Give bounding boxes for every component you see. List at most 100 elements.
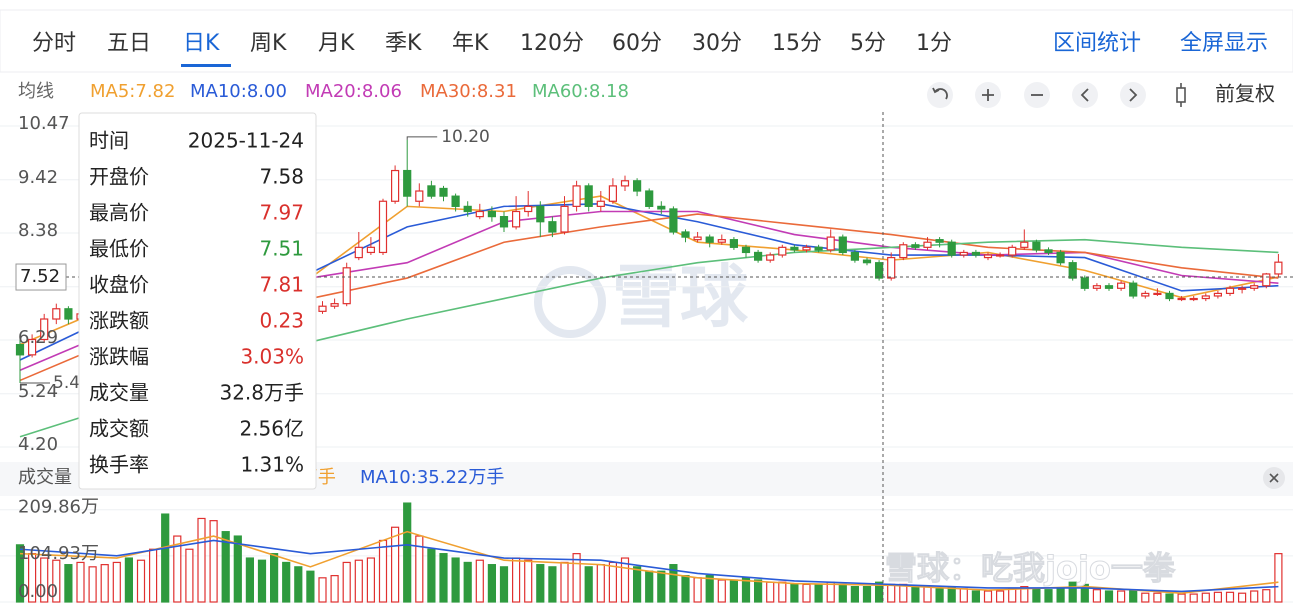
ma-legend: MA5:7.82 [90, 81, 175, 102]
candle-icon[interactable] [1176, 87, 1186, 103]
candle-body [874, 262, 884, 279]
tool-icon [932, 87, 948, 100]
candle-body [487, 210, 496, 218]
candle-body [766, 254, 775, 261]
ma-legend-label: 均线 [18, 81, 54, 102]
volume-bar [136, 559, 146, 603]
candle-body [862, 259, 872, 264]
volume-bar [378, 539, 388, 603]
volume-bar [511, 557, 521, 603]
candle-body [511, 210, 521, 228]
volume-bar [318, 577, 327, 603]
volume-bar [983, 590, 993, 603]
credit: 雪球：吃我jojo一拳 [885, 549, 1176, 587]
tooltip-label: 涨跌额 [89, 309, 149, 333]
tab[interactable]: 月K [318, 31, 355, 56]
candle-body [669, 208, 678, 233]
y-tick-label: 9.42 [18, 167, 58, 188]
tab[interactable]: 30分 [692, 31, 742, 56]
volume-bar [1262, 589, 1271, 603]
tab[interactable]: 60分 [612, 31, 662, 56]
volume-bar [1201, 592, 1210, 603]
tool-button[interactable] [1072, 82, 1098, 108]
volume-bar [173, 535, 182, 603]
tab[interactable]: 15分 [772, 31, 822, 56]
volume-bar [1032, 588, 1041, 603]
volume-bar [463, 561, 472, 603]
tab[interactable]: 120分 [520, 31, 584, 56]
volume-tick-label: 0.00 [18, 581, 58, 602]
volume-bar [802, 583, 811, 603]
volume-bar [971, 590, 981, 603]
tooltip-label: 成交额 [89, 417, 149, 441]
ma-legend: MA30:8.31 [420, 81, 517, 102]
candle-body [1032, 241, 1041, 251]
tab[interactable]: 五日 [107, 31, 151, 56]
candle-body [935, 239, 944, 243]
volume-bar [1044, 589, 1053, 603]
action-link[interactable]: 全屏显示 [1180, 31, 1268, 56]
volume-bar [923, 586, 932, 603]
volume-bar [403, 502, 412, 603]
volume-bar [572, 553, 581, 603]
candle-body [850, 251, 860, 261]
tab[interactable]: 分时 [32, 31, 76, 56]
candle-body [1165, 292, 1174, 300]
candle-body [887, 256, 896, 279]
volume-bar [282, 561, 291, 603]
action-link[interactable]: 区间统计 [1053, 31, 1141, 56]
candle-body [40, 318, 49, 341]
candle-body [947, 241, 956, 256]
candle-body [1213, 292, 1223, 297]
candle-body [52, 308, 61, 320]
candle-body [1225, 287, 1235, 295]
candle-body [1274, 261, 1283, 275]
ma-legend: MA10:8.00 [190, 81, 287, 102]
candle-body [693, 236, 702, 241]
candle-body [1044, 249, 1053, 254]
volume-bar [342, 561, 351, 603]
volume-bar [911, 586, 920, 603]
candle-body [463, 205, 472, 213]
volume-bar [935, 588, 944, 603]
candle-body [826, 236, 835, 251]
candle-body [403, 169, 412, 197]
y-tick-label: 10.47 [18, 113, 70, 134]
tab[interactable]: 1分 [916, 31, 952, 56]
volume-bar [391, 526, 400, 603]
volume-bar [1165, 593, 1174, 603]
volume-bar [1080, 583, 1089, 603]
candle-body [814, 246, 823, 251]
volume-bar [1213, 591, 1223, 603]
volume-bar [294, 566, 303, 603]
candle-body [378, 200, 388, 254]
candle-body [1262, 273, 1271, 287]
candle-body [524, 205, 533, 213]
candle-body [28, 338, 37, 356]
candle-body [64, 308, 73, 320]
candle-body [391, 169, 400, 202]
y-tick-label: 4.20 [18, 434, 58, 455]
tooltip-label: 最高价 [89, 201, 149, 225]
volume-bar [524, 559, 533, 603]
volume-bar [52, 559, 61, 603]
volume-bar [64, 564, 73, 603]
volume-bar [487, 564, 496, 603]
tool-button[interactable] [927, 82, 953, 108]
tooltip-value: 7.97 [259, 201, 304, 225]
tab[interactable]: 季K [385, 31, 422, 56]
volume-bar [1068, 581, 1077, 603]
tab[interactable]: 年K [452, 31, 489, 56]
tab[interactable]: 日K [183, 31, 220, 56]
tool-button[interactable] [1120, 82, 1146, 108]
volume-bar [778, 581, 787, 603]
adjust-toggle[interactable]: 前复权 [1215, 82, 1275, 106]
candle-body [657, 205, 666, 210]
tab[interactable]: 5分 [850, 31, 886, 56]
volume-bar [499, 566, 509, 603]
tab[interactable]: 周K [250, 31, 287, 56]
volume-bar [100, 564, 109, 603]
volume-bar [608, 561, 618, 603]
candle-body [1080, 277, 1089, 289]
volume-bar [1274, 553, 1283, 603]
